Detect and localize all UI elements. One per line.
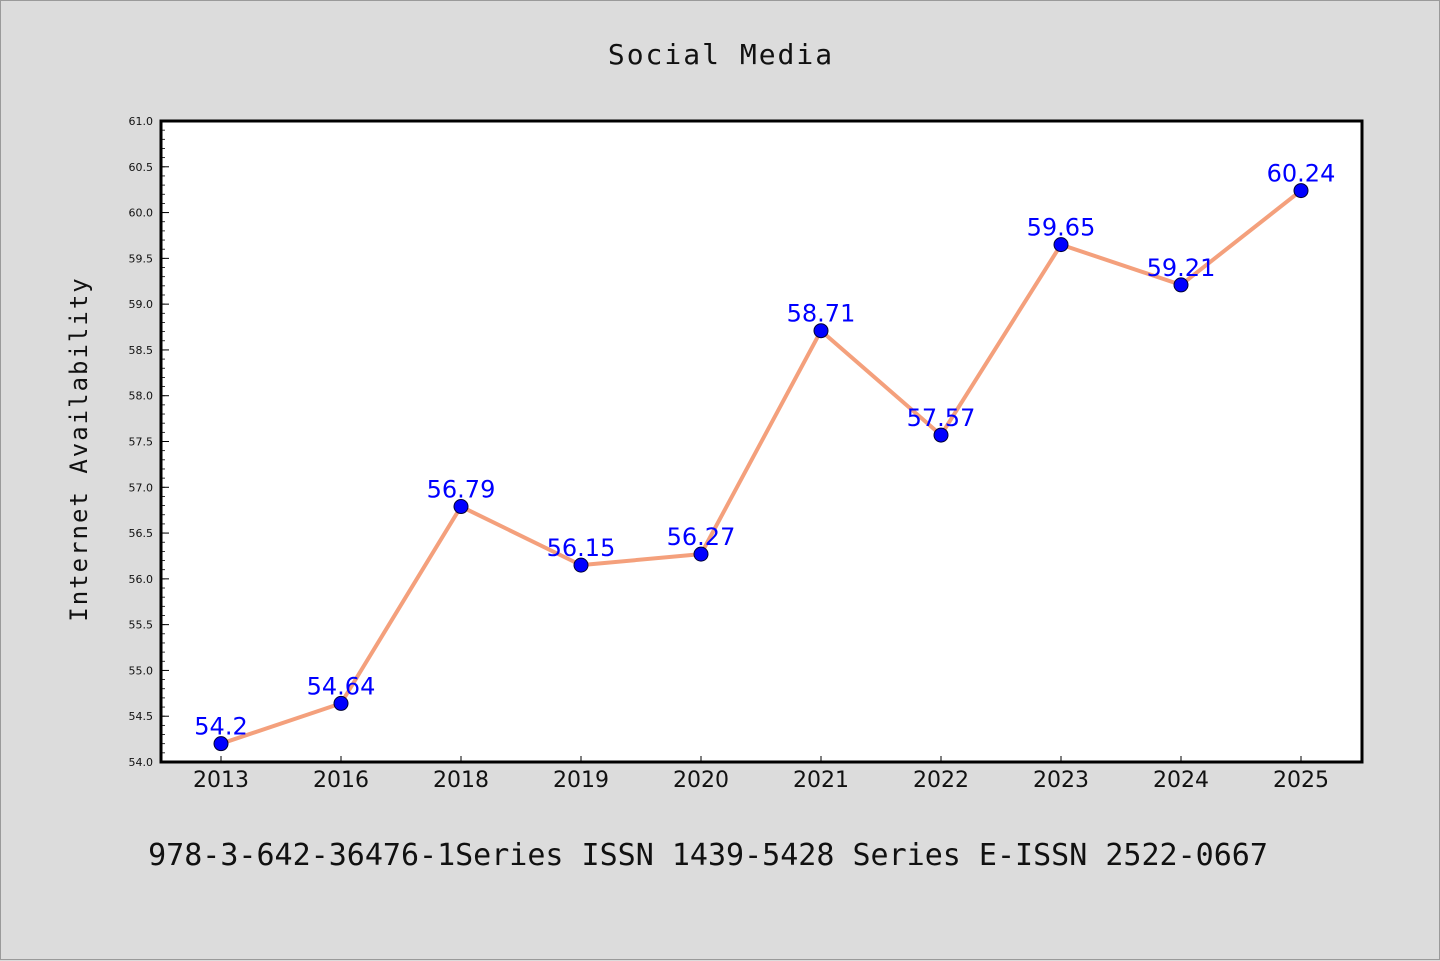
data-label: 58.71 xyxy=(787,300,856,328)
data-point xyxy=(573,557,589,573)
data-point xyxy=(693,546,709,562)
data-point xyxy=(933,427,949,443)
y-tick-label: 56.5 xyxy=(129,527,154,540)
x-tick-label: 2023 xyxy=(1033,768,1089,793)
data-label: 56.15 xyxy=(547,534,616,562)
y-tick-label: 59.0 xyxy=(129,298,154,311)
y-axis-label: Internet Availability xyxy=(65,276,93,621)
data-point xyxy=(453,499,469,515)
series-line xyxy=(220,189,1303,746)
y-tick-label: 59.5 xyxy=(129,252,154,265)
data-label: 56.27 xyxy=(667,523,736,551)
x-axis: 2013 2016 2018 2019 2020 2021 2022 2023 2024 2025 xyxy=(193,756,1329,793)
y-tick-label: 54.0 xyxy=(129,756,154,769)
footer-text: 978-3-642-36476-1Series ISSN 1439-5428 S… xyxy=(148,838,1268,873)
data-label: 59.21 xyxy=(1147,254,1216,282)
x-tick-label: 2025 xyxy=(1273,768,1329,793)
x-tick-label: 2021 xyxy=(793,768,849,793)
y-axis: 54.0 54.5 55.0 55.5 56.0 56.5 57.0 57.5 58.0 58.5… xyxy=(129,115,169,769)
series-layer: 54.2 54.64 56.79 56.15 56.27 58.71 57.57 59.65 5… xyxy=(194,160,1336,752)
x-tick-label: 2020 xyxy=(673,768,729,793)
data-label: 56.79 xyxy=(427,476,496,504)
y-tick-label: 61.0 xyxy=(129,115,154,128)
y-tick-label: 60.5 xyxy=(129,161,154,174)
data-point xyxy=(213,736,229,752)
data-label: 54.64 xyxy=(307,672,376,700)
data-label: 59.65 xyxy=(1027,214,1096,242)
x-tick-label: 2022 xyxy=(913,768,969,793)
y-tick-label: 57.0 xyxy=(129,481,154,494)
data-label: 60.24 xyxy=(1267,160,1336,188)
chart-title: Social Media xyxy=(608,38,834,71)
data-label: 54.2 xyxy=(194,713,247,741)
y-tick-label: 55.0 xyxy=(129,664,154,677)
data-point xyxy=(1173,277,1189,293)
y-tick-label: 58.5 xyxy=(129,344,154,357)
y-tick-label: 55.5 xyxy=(129,619,154,632)
data-point xyxy=(333,695,349,711)
data-point xyxy=(1053,237,1069,253)
x-tick-label: 2013 xyxy=(193,768,249,793)
x-tick-label: 2019 xyxy=(553,768,609,793)
y-tick-label: 57.5 xyxy=(129,436,154,449)
y-tick-label: 56.0 xyxy=(129,573,154,586)
x-tick-label: 2018 xyxy=(433,768,489,793)
data-point xyxy=(1293,183,1309,199)
x-tick-label: 2024 xyxy=(1153,768,1209,793)
x-tick-label: 2016 xyxy=(313,768,369,793)
data-point xyxy=(813,323,829,339)
data-label: 57.57 xyxy=(907,404,976,432)
y-tick-label: 60.0 xyxy=(129,207,154,220)
y-tick-label: 58.0 xyxy=(129,390,154,403)
y-tick-label: 54.5 xyxy=(129,710,154,723)
